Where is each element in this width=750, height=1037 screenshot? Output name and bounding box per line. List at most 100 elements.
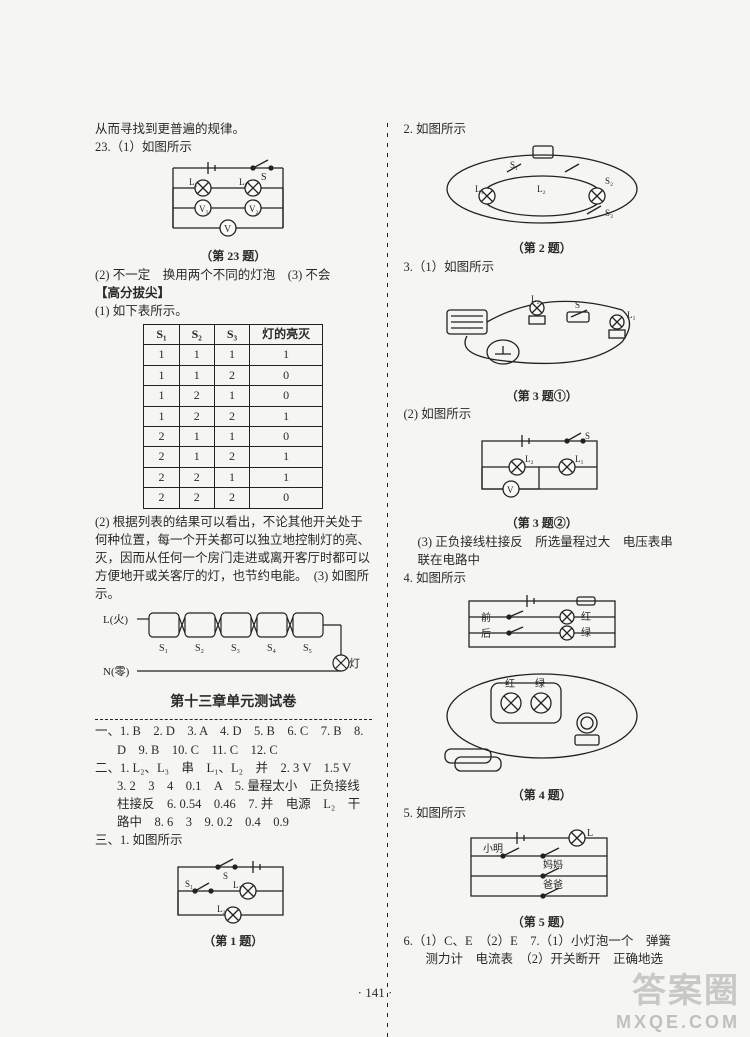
table-cell: 0 [250,488,323,508]
divider [95,719,372,720]
table-cell: 0 [250,426,323,446]
table-row: 1210 [144,386,323,406]
f3a-l1: L₁ [627,310,636,320]
text-intro: 从而寻找到更普遍的规律。 [95,120,372,138]
f4t-front: 前 [481,611,491,624]
th-s2: S₂ [179,325,214,345]
table-cell: 2 [214,488,249,508]
table-cell: 1 [214,426,249,446]
f3b-s: S [585,431,590,441]
f3a-l2: L₂ [531,294,540,304]
f3b-l2: L₂ [525,454,534,464]
q23-1: 23.（1）如图所示 [95,138,372,156]
table-cell: 1 [144,365,179,385]
watermark-line2: MXQE.COM [616,1012,740,1033]
f2-l2: L₂ [537,184,546,194]
f4t-back: 后 [481,628,491,640]
label-v1: V₁ [199,204,209,214]
figure-1-caption: （第 1 题） [95,933,372,950]
figure-23-caption: （第 23 题） [95,248,372,265]
table-cell: 1 [250,447,323,467]
table-cell: 1 [144,406,179,426]
table-cell: 1 [214,386,249,406]
unit-title: 第十三章单元测试卷 [95,693,372,713]
part-iii-intro: 三、1. 如图所示 [95,831,372,849]
f4b-red: 红 [505,677,515,690]
table-row: 1111 [144,345,323,365]
q23-2: (2) 不一定 换用两个不同的灯泡 (3) 不会 [95,266,372,284]
q4: 4. 如图所示 [404,569,681,587]
figure-4-caption: （第 4 题） [404,787,681,804]
q3-2: (2) 如图所示 [404,405,681,423]
q2: 2. 如图所示 [404,120,681,138]
table-explain: (2) 根据列表的结果可以看出，不论其他开关处于何种位置，每一个开关都可以独立地… [95,513,372,604]
label-l1: L₁ [189,177,198,187]
table-intro: (1) 如下表所示。 [95,302,372,320]
column-right: 2. 如图所示 S₁ S₂ S₃ L₁ L₂ [398,120,681,1037]
figure-4-bottom: 红 绿 [437,661,647,781]
f2-s1: S₁ [510,160,518,170]
table-cell: 0 [250,386,323,406]
table-cell: 1 [179,447,214,467]
th-light: 灯的亮灭 [250,325,323,345]
table-cell: 1 [214,467,249,487]
column-left: 从而寻找到更普遍的规律。 23.（1）如图所示 S L₁ [95,120,378,1037]
f5-bb: 爸爸 [543,878,563,891]
table-row: 2220 [144,488,323,508]
f1-s: S [223,871,228,881]
sw-s2: S₂ [195,643,204,654]
sw-s3: S₃ [231,643,240,654]
f5-mm: 妈妈 [543,858,563,871]
table-cell: 1 [144,386,179,406]
table-row: 2121 [144,447,323,467]
column-separator [386,120,390,1037]
figure-5-caption: （第 5 题） [404,914,681,931]
label-l2: L₂ [239,177,248,187]
table-cell: 2 [179,467,214,487]
f1-l1: L₁ [233,880,242,890]
f3b-l1: L₁ [575,454,584,464]
figure-multiswitch: L(火) N(零) [103,609,363,687]
part-ii-1: 二、1. L₂、L₃ 串 L₁、L₂ 并 2. 3 V 1.5 V [95,759,372,777]
table-cell: 2 [179,406,214,426]
figure-1: S S₁ L₁ L₂ [163,855,303,927]
table-cell: 2 [179,488,214,508]
label-lhot: L(火) [103,614,128,626]
sw-s5: S₅ [303,643,312,654]
table-cell: 1 [179,426,214,446]
table-cell: 2 [214,447,249,467]
watermark-line1: 答案圈 [616,963,740,1012]
table-cell: 1 [250,406,323,426]
f2-s2: S₂ [605,176,613,186]
table-cell: 1 [179,345,214,365]
f4t-green: 绿 [581,626,591,639]
f4t-red: 红 [581,610,591,623]
table-cell: 1 [179,365,214,385]
table-cell: 1 [144,345,179,365]
table-cell: 2 [214,365,249,385]
figure-3a-caption: （第 3 题①） [404,388,681,405]
columns: 从而寻找到更普遍的规律。 23.（1）如图所示 S L₁ [0,0,750,1037]
q3-3: (3) 正负接线柱接反 所选量程过大 电压表串联在电路中 [404,533,681,569]
f3b-v: V [507,485,514,495]
label-v2: V₂ [249,204,259,214]
f4b-green: 绿 [535,677,545,690]
figure-3a: L₂ L₁ S [437,282,647,382]
table-cell: 2 [179,386,214,406]
table-row: 1221 [144,406,323,426]
table-cell: 1 [214,345,249,365]
th-s3: S₃ [214,325,249,345]
th-s1: S₁ [144,325,179,345]
f1-l2: L₂ [217,904,226,914]
figure-2-caption: （第 2 题） [404,240,681,257]
watermark: 答案圈 MXQE.COM [616,963,740,1033]
figure-2: S₁ S₂ S₃ L₁ L₂ [437,144,647,234]
f2-l1: L₁ [475,184,484,194]
label-n: N(零) [103,665,130,678]
sw-lamp: 灯 [349,657,360,670]
q3-1: 3.（1）如图所示 [404,258,681,276]
tips-title: 【高分拔尖】 [95,284,372,302]
figure-23: S L₁ L₂ V₁ V₂ V [153,156,313,246]
part-i: 一、1. B 2. D 3. A 4. D 5. B 6. C 7. B 8. … [95,722,372,758]
page: 从而寻找到更普遍的规律。 23.（1）如图所示 S L₁ [0,0,750,1037]
